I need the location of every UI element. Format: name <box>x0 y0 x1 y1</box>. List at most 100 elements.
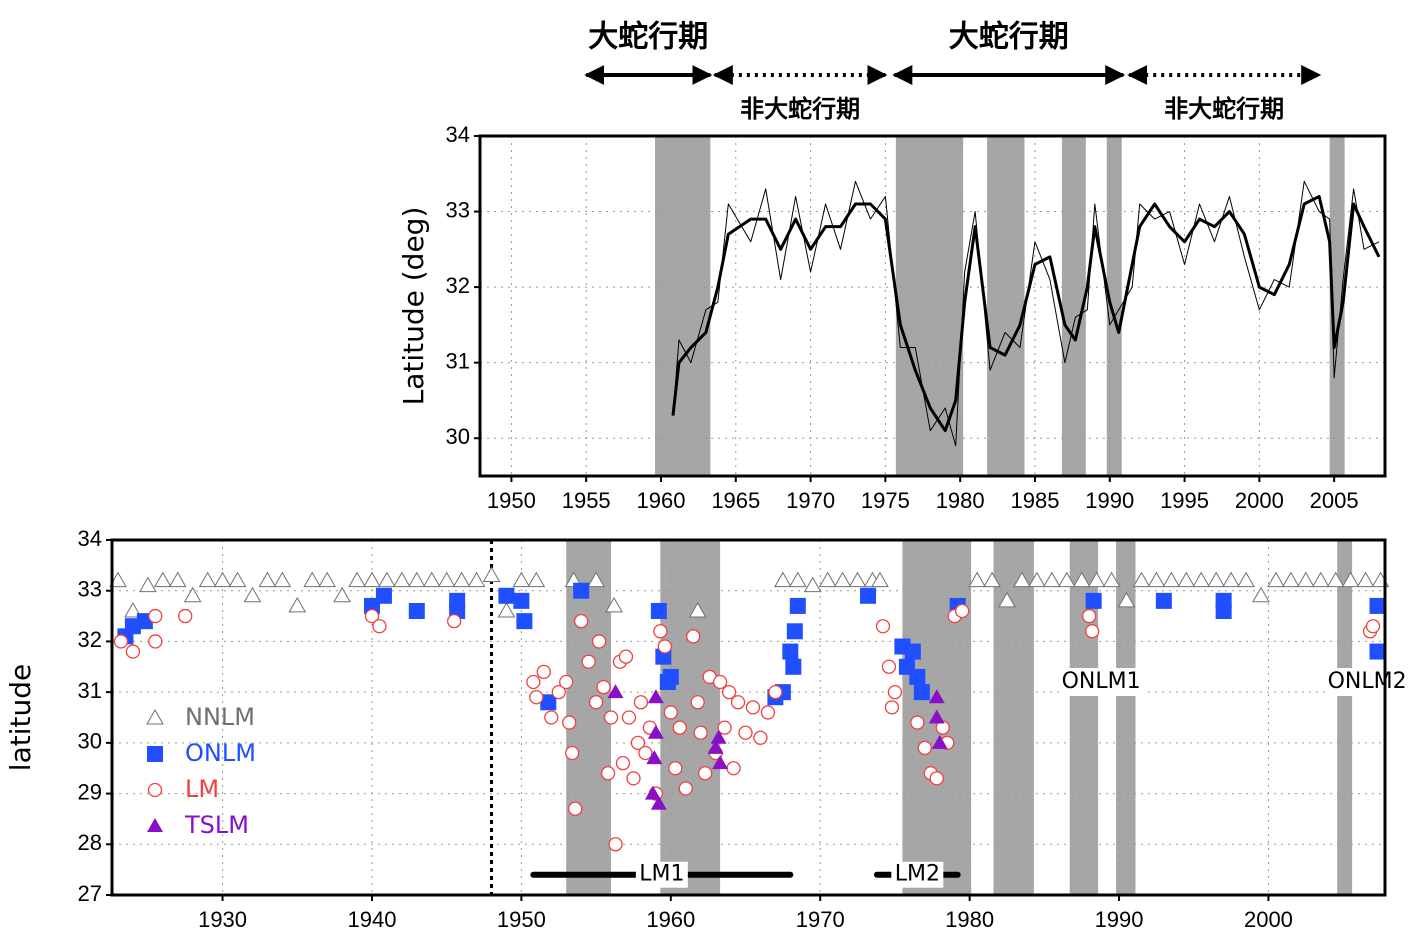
marker-triangle-open <box>228 571 247 588</box>
shaded-period <box>987 136 1025 476</box>
marker-square <box>650 603 667 619</box>
marker-triangle-open <box>288 596 307 613</box>
marker-triangle-open <box>998 591 1016 608</box>
marker-circle <box>881 659 897 674</box>
marker-circle <box>910 715 925 730</box>
y-tick-label: 30 <box>78 729 102 754</box>
x-tick-label: 1985 <box>1010 488 1059 513</box>
marker-circle <box>447 613 462 629</box>
marker-triangle-open <box>497 601 516 618</box>
period-label: 大蛇行期 <box>588 20 708 55</box>
x-tick-label: 1970 <box>796 907 845 932</box>
marker-triangle-open <box>348 571 366 588</box>
marker-triangle <box>650 795 667 810</box>
marker-triangle-open <box>146 708 164 725</box>
marker-circle <box>113 634 129 649</box>
x-tick-label: 1995 <box>1160 488 1209 513</box>
marker-square <box>782 643 799 660</box>
marker-square <box>1215 603 1232 619</box>
marker-circle <box>615 755 631 771</box>
marker-triangle-open <box>527 571 546 588</box>
marker-circle <box>698 766 713 781</box>
marker-square <box>1085 592 1102 609</box>
shaded-period <box>1106 136 1122 476</box>
x-tick-label: 1990 <box>1095 907 1144 932</box>
marker-triangle-open <box>273 571 292 588</box>
marker-circle <box>712 674 728 690</box>
x-tick-label: 1930 <box>198 907 247 932</box>
y-tick-label: 34 <box>78 526 102 551</box>
marker-triangle-open <box>198 571 217 588</box>
marker-triangle <box>644 785 661 800</box>
period-label: 大蛇行期 <box>949 20 1069 55</box>
marker-triangle <box>607 684 624 699</box>
plot-frame <box>110 538 1387 897</box>
marker-circle <box>565 745 580 761</box>
marker-square <box>147 746 163 762</box>
y-axis-title: Latitude (deg) <box>397 207 430 406</box>
x-tick-label: 1980 <box>945 907 994 932</box>
legend-label: LM <box>185 775 219 803</box>
marker-circle <box>717 720 732 735</box>
marker-triangle-open <box>1296 571 1315 588</box>
x-tick-label: 1980 <box>936 488 985 513</box>
marker-circle <box>581 654 596 669</box>
marker-circle <box>1365 619 1381 634</box>
marker-triangle-open <box>452 571 471 588</box>
y-tick-label: 27 <box>78 881 102 906</box>
marker-circle <box>626 771 641 786</box>
marker-circle <box>596 679 611 695</box>
marker-square <box>1155 592 1172 609</box>
x-tick-label: 1940 <box>348 907 397 932</box>
marker-square <box>540 694 557 711</box>
marker-triangle <box>931 734 948 749</box>
marker-triangle-open <box>153 571 172 588</box>
marker-triangle-open <box>407 571 426 588</box>
marker-triangle-open <box>333 586 351 603</box>
marker-circle <box>603 710 619 725</box>
marker-triangle-open <box>512 571 531 588</box>
marker-circle <box>551 684 566 700</box>
marker-triangle <box>647 724 664 739</box>
marker-circle <box>536 664 551 680</box>
marker-triangle-open <box>467 571 486 588</box>
annotation: ONLM1 <box>1062 669 1141 694</box>
marker-triangle-open <box>1222 571 1240 588</box>
marker-square <box>516 613 533 630</box>
marker-triangle-open <box>1013 571 1031 588</box>
marker-circle <box>562 715 577 730</box>
marker-triangle-open <box>422 571 441 588</box>
marker-triangle-open <box>818 571 837 588</box>
marker-triangle-open <box>392 571 411 588</box>
marker-triangle-open <box>774 571 792 588</box>
marker-triangle <box>646 750 663 765</box>
marker-circle <box>768 684 783 700</box>
marker-circle <box>721 684 737 700</box>
x-tick-label: 2000 <box>1244 907 1293 932</box>
marker-circle <box>147 782 163 798</box>
marker-triangle-open <box>605 596 623 613</box>
marker-circle <box>559 674 574 690</box>
marker-triangle-open <box>1267 571 1285 588</box>
marker-circle <box>638 745 653 761</box>
marker-square <box>513 592 530 609</box>
marker-circle <box>529 690 544 705</box>
x-tick-label: 2000 <box>1235 488 1284 513</box>
x-tick-label: 1970 <box>786 488 835 513</box>
marker-triangle-open <box>213 571 232 588</box>
marker-triangle-open <box>1028 571 1046 588</box>
shaded-period <box>1116 540 1136 895</box>
marker-triangle-open <box>109 571 127 588</box>
marker-circle <box>364 608 380 624</box>
marker-triangle-open <box>378 571 396 588</box>
x-tick-label: 1960 <box>637 488 686 513</box>
marker-triangle-open <box>1162 571 1181 588</box>
y-tick-label: 32 <box>78 627 102 652</box>
plot-frame <box>478 134 1387 478</box>
marker-square <box>375 587 392 604</box>
marker-triangle <box>928 689 945 704</box>
y-tick-label: 30 <box>446 424 470 449</box>
marker-square <box>1369 643 1386 660</box>
y-axis-title: latitude <box>4 664 37 771</box>
